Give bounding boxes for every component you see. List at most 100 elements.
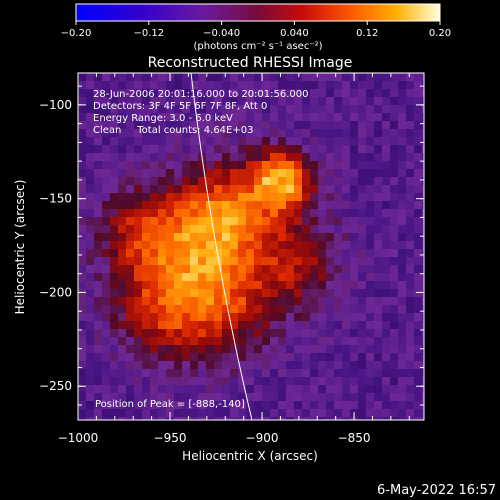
colorbar <box>75 3 441 22</box>
heatmap-cell <box>318 201 326 209</box>
heatmap-cell <box>222 249 230 257</box>
heatmap-cell <box>262 297 270 305</box>
heatmap-cell <box>262 265 270 273</box>
heatmap-cell <box>142 97 150 105</box>
heatmap-cell <box>294 233 302 241</box>
footer-date: 6-May-2022 16:57 <box>377 483 496 498</box>
heatmap-cell <box>110 241 118 249</box>
heatmap-cell <box>358 409 366 417</box>
heatmap-cell <box>238 105 246 113</box>
heatmap-cell <box>342 401 350 409</box>
heatmap-cell <box>382 105 390 113</box>
heatmap-cell <box>318 297 326 305</box>
heatmap-cell <box>422 329 424 337</box>
heatmap-cell <box>286 73 294 81</box>
heatmap-cell <box>294 257 302 265</box>
heatmap-cell <box>318 105 326 113</box>
heatmap-cell <box>398 97 406 105</box>
heatmap-cell <box>310 337 318 345</box>
heatmap-cell <box>166 161 174 169</box>
heatmap-cell <box>254 153 262 161</box>
heatmap-cell <box>374 369 382 377</box>
heatmap-cell <box>422 361 424 369</box>
heatmap-cell <box>342 345 350 353</box>
heatmap-cell <box>278 129 286 137</box>
heatmap-cell <box>206 417 214 420</box>
heatmap-cell <box>326 209 334 217</box>
heatmap-cell <box>326 321 334 329</box>
heatmap-cell <box>214 353 222 361</box>
heatmap-cell <box>230 113 238 121</box>
heatmap-cell <box>150 121 158 129</box>
heatmap-cell <box>126 265 134 273</box>
heatmap-cell <box>94 105 102 113</box>
heatmap-cell <box>94 145 102 153</box>
heatmap-cell <box>118 345 126 353</box>
heatmap-cell <box>102 417 110 420</box>
heatmap-cell <box>262 249 270 257</box>
heatmap-cell <box>86 97 94 105</box>
heatmap-cell <box>278 193 286 201</box>
heatmap-cell <box>86 345 94 353</box>
heatmap-cell <box>126 313 134 321</box>
heatmap-cell <box>222 193 230 201</box>
heatmap-cell <box>110 361 118 369</box>
heatmap-cell <box>406 393 414 401</box>
heatmap-cell <box>366 81 374 89</box>
heatmap-cell <box>374 105 382 113</box>
heatmap-cell <box>126 153 134 161</box>
heatmap-cell <box>150 353 158 361</box>
heatmap-cell <box>334 345 342 353</box>
heatmap-cell <box>158 329 166 337</box>
heatmap-cell <box>406 353 414 361</box>
heatmap-cell <box>174 385 182 393</box>
heatmap-cell <box>342 161 350 169</box>
heatmap-cell <box>294 281 302 289</box>
heatmap-cell <box>102 313 110 321</box>
heatmap-cell <box>110 265 118 273</box>
heatmap-cell <box>94 313 102 321</box>
heatmap-cell <box>166 225 174 233</box>
heatmap-cell <box>406 329 414 337</box>
heatmap-cell <box>414 89 422 97</box>
heatmap-cell <box>318 313 326 321</box>
heatmap-cell <box>262 273 270 281</box>
heatmap-cell <box>94 185 102 193</box>
heatmap-cell <box>158 193 166 201</box>
heatmap-cell <box>406 265 414 273</box>
heatmap-cell <box>422 209 424 217</box>
heatmap-cell <box>78 121 86 129</box>
heatmap-cell <box>286 281 294 289</box>
heatmap-cell <box>342 177 350 185</box>
heatmap-cell <box>374 241 382 249</box>
heatmap-cell <box>366 369 374 377</box>
heatmap-cell <box>86 185 94 193</box>
heatmap-cell <box>422 225 424 233</box>
heatmap-cell <box>118 281 126 289</box>
heatmap-cell <box>270 177 278 185</box>
heatmap-cell <box>134 145 142 153</box>
heatmap-cell <box>150 337 158 345</box>
heatmap-cell <box>206 113 214 121</box>
heatmap-cell <box>262 409 270 417</box>
heatmap-cell <box>134 289 142 297</box>
heatmap-cell <box>110 249 118 257</box>
heatmap-cell <box>94 361 102 369</box>
heatmap-cell <box>190 313 198 321</box>
heatmap-cell <box>102 321 110 329</box>
heatmap-cell <box>398 265 406 273</box>
heatmap-cell <box>414 257 422 265</box>
heatmap-cell <box>134 369 142 377</box>
heatmap-cell <box>190 265 198 273</box>
heatmap-cell <box>182 401 190 409</box>
heatmap-cell <box>230 137 238 145</box>
heatmap-cell <box>102 401 110 409</box>
heatmap-cell <box>134 281 142 289</box>
heatmap-cell <box>126 385 134 393</box>
heatmap-cell <box>254 353 262 361</box>
heatmap-cell <box>198 257 206 265</box>
heatmap-cell <box>350 273 358 281</box>
heatmap-cell <box>422 289 424 297</box>
heatmap-cell <box>334 145 342 153</box>
heatmap-cell <box>406 337 414 345</box>
